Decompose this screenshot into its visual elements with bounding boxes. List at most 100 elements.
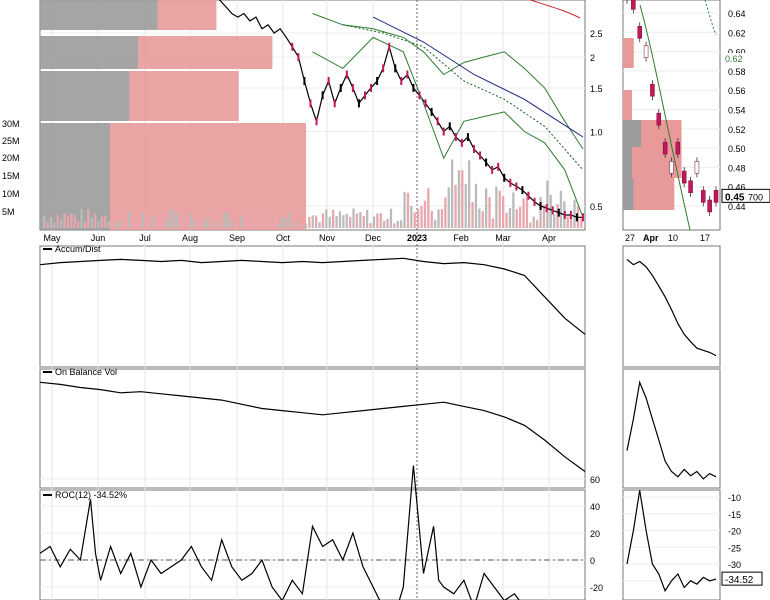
volume-bar	[474, 183, 478, 228]
volume-bar	[196, 223, 199, 228]
volume-bar	[128, 211, 131, 228]
volume-bar	[362, 215, 365, 228]
volume-bar	[423, 200, 427, 228]
price-candle	[357, 99, 360, 108]
vbp-bar-red	[138, 36, 273, 69]
inset-vbp-grey	[623, 178, 634, 210]
roc-axis-tick: -20	[590, 583, 603, 593]
volume-axis-tick: 15M	[2, 171, 20, 181]
volume-bar	[257, 220, 260, 228]
price-candle	[382, 64, 385, 73]
volume-bar	[478, 208, 481, 228]
inset-vbp-red	[623, 90, 632, 120]
volume-bar	[219, 223, 223, 228]
last-price-extra: 700	[748, 192, 763, 202]
volume-bar	[379, 213, 382, 228]
volume-bar	[206, 216, 209, 228]
inset-x-tick: Apr	[643, 233, 659, 243]
inset-vbp-red	[633, 178, 675, 210]
volume-bar	[267, 214, 270, 228]
volume-bar	[536, 219, 539, 228]
inset-candle-body	[669, 161, 674, 174]
volume-bar	[427, 188, 430, 228]
volume-bar	[192, 219, 195, 228]
price-candle	[442, 127, 445, 136]
price-candle	[515, 182, 518, 191]
volume-bar	[202, 222, 206, 228]
price-series-lower-band	[312, 36, 584, 218]
volume-bar	[447, 187, 450, 228]
volume-bar	[406, 192, 410, 228]
volume-bar	[556, 204, 559, 228]
volume-bar	[512, 192, 515, 228]
price-candle	[466, 133, 469, 142]
inset-candle-body	[694, 161, 700, 174]
volume-bar	[570, 217, 573, 228]
volume-bar	[532, 216, 535, 228]
inset-candle-body	[643, 45, 649, 58]
inset-price-tick: 0.50	[728, 144, 746, 154]
price-axis-tick: 0.5	[590, 202, 603, 212]
volume-bar	[87, 208, 90, 228]
price-candle	[539, 202, 542, 211]
inset-candle-body	[662, 141, 668, 155]
price-candle	[527, 191, 530, 200]
inset-roc-tick: -25	[728, 543, 741, 553]
roc-axis-tick: 60	[590, 475, 600, 485]
volume-bar	[287, 212, 291, 228]
volume-bar	[43, 216, 46, 228]
volume-bar	[165, 219, 168, 228]
price-candle	[327, 77, 330, 86]
volume-bar	[94, 213, 97, 228]
volume-bar	[63, 213, 66, 228]
volume-bar	[400, 220, 403, 228]
volume-bar	[97, 221, 100, 228]
price-candle	[563, 210, 566, 219]
volume-bar	[464, 184, 467, 228]
vbp-bar-grey	[40, 71, 130, 121]
volume-bar	[172, 209, 175, 228]
volume-bar	[461, 170, 464, 228]
price-candle	[497, 162, 500, 171]
volume-bar	[332, 209, 335, 228]
inset-roc-tick: -10	[728, 493, 741, 503]
price-candle	[333, 99, 336, 108]
inset-price-tick: 0.52	[728, 125, 746, 135]
price-candle	[557, 208, 560, 217]
price-candle	[436, 117, 439, 126]
volume-bar	[49, 216, 53, 228]
volume-bar	[216, 209, 219, 228]
volume-bar	[56, 214, 59, 228]
volume-bar	[325, 209, 328, 228]
volume-bar	[315, 215, 318, 228]
inset-candle-body	[688, 180, 693, 193]
volume-bar	[46, 222, 49, 228]
volume-bar	[318, 222, 321, 228]
price-series-ma-short	[342, 24, 584, 171]
inset-x-tick: 10	[668, 233, 678, 243]
indicator-title: Accum/Dist	[55, 244, 101, 254]
inset-vbp-red	[641, 120, 682, 150]
roc-axis-tick: 40	[590, 502, 600, 512]
price-candle	[569, 210, 572, 219]
price-candle	[376, 77, 379, 86]
volume-bar	[580, 218, 583, 228]
volume-bar	[417, 208, 420, 228]
volume-bar	[508, 207, 512, 228]
volume-axis-tick: 30M	[2, 119, 20, 129]
roc-axis-tick: 20	[590, 529, 600, 539]
volume-bar	[328, 216, 331, 228]
volume-bar	[529, 222, 532, 228]
inset-ma	[704, 0, 717, 36]
volume-bar	[179, 215, 182, 228]
volume-bar	[253, 222, 257, 228]
volume-bar	[376, 213, 379, 228]
price-candle	[491, 165, 494, 174]
volume-bar	[243, 210, 246, 228]
volume-bar	[117, 220, 121, 228]
volume-bar	[141, 213, 144, 228]
volume-bar	[420, 205, 423, 228]
volume-bar	[522, 198, 525, 228]
inset-candle-body	[675, 141, 681, 155]
